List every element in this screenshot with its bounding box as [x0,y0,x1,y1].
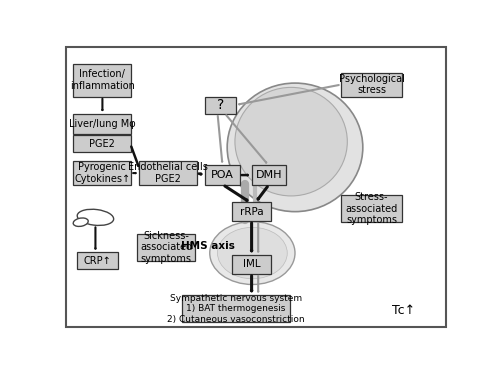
Text: POA: POA [211,170,234,180]
FancyBboxPatch shape [205,97,236,114]
FancyBboxPatch shape [205,165,240,185]
FancyBboxPatch shape [74,161,131,185]
FancyBboxPatch shape [74,64,131,96]
FancyBboxPatch shape [139,161,197,185]
Text: Pyrogenic
Cytokines↑: Pyrogenic Cytokines↑ [74,162,130,184]
Text: Infection/
inflammation: Infection/ inflammation [70,69,134,91]
Text: IML: IML [242,259,260,269]
FancyBboxPatch shape [138,234,195,261]
Ellipse shape [73,218,88,226]
Text: Sympathetic nervous system
1) BAT thermogenesis
2) Cutaneous vasoconstriction: Sympathetic nervous system 1) BAT thermo… [167,294,304,324]
FancyBboxPatch shape [74,135,131,152]
Ellipse shape [210,221,295,285]
FancyBboxPatch shape [66,47,446,327]
Text: Tc↑: Tc↑ [392,304,415,317]
Ellipse shape [227,83,363,211]
FancyBboxPatch shape [77,253,118,269]
Ellipse shape [218,227,287,279]
Text: Sickness-
associated
symptoms: Sickness- associated symptoms [140,231,192,264]
Text: Stress-
associated
symptoms: Stress- associated symptoms [346,192,398,225]
FancyBboxPatch shape [74,114,131,134]
FancyBboxPatch shape [232,203,270,221]
FancyBboxPatch shape [252,165,286,185]
Text: Endothelial cells
PGE2: Endothelial cells PGE2 [128,162,208,184]
FancyBboxPatch shape [182,295,290,322]
FancyBboxPatch shape [340,196,402,222]
Text: CRP↑: CRP↑ [84,256,111,266]
Text: HMS axis: HMS axis [180,241,234,251]
Ellipse shape [77,209,114,226]
Text: rRPa: rRPa [240,207,263,217]
Text: Liver/lung Mφ: Liver/lung Mφ [69,119,136,129]
Text: PGE2: PGE2 [90,139,115,149]
Text: DMH: DMH [256,170,282,180]
Text: ?: ? [217,98,224,112]
FancyBboxPatch shape [232,255,270,274]
Ellipse shape [235,87,348,196]
Text: Psychological
stress: Psychological stress [338,74,404,95]
FancyBboxPatch shape [340,72,402,96]
